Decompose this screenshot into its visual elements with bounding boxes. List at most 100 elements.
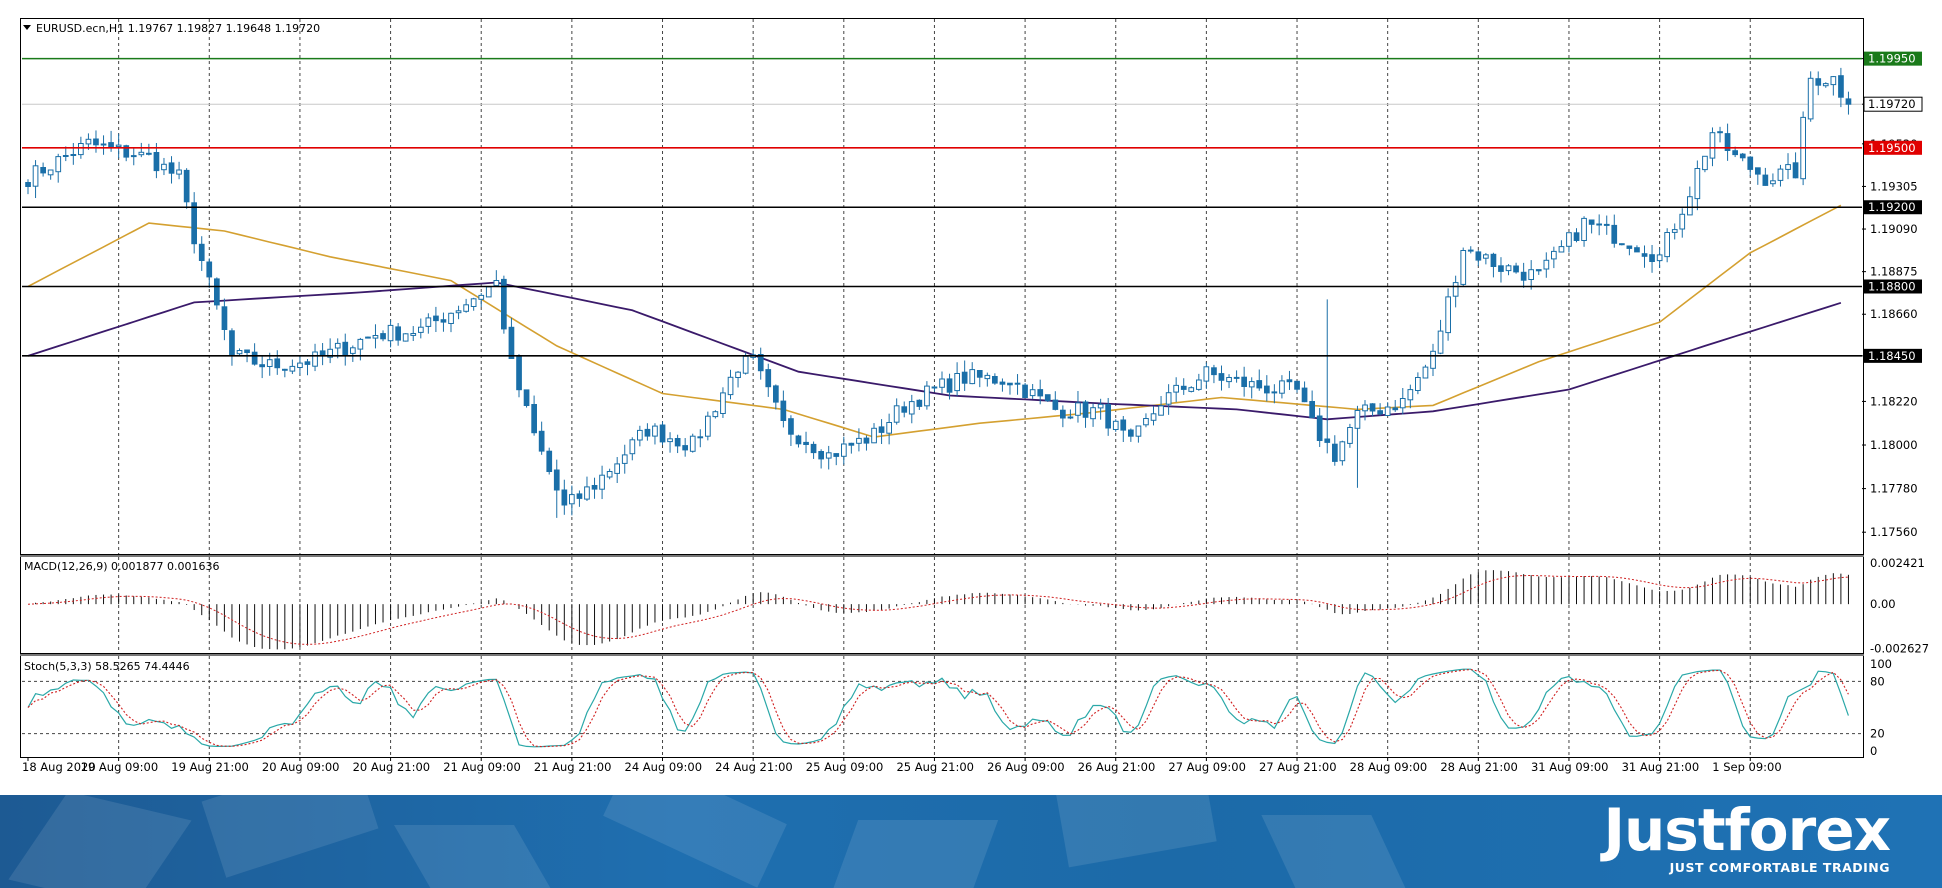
level-tag-label: 1.18450	[1868, 349, 1916, 363]
bear-candle	[501, 278, 507, 330]
bear-candle	[1573, 232, 1580, 242]
bull-candle	[1158, 405, 1164, 416]
x-tick-label: 31 Aug 21:00	[1622, 760, 1700, 774]
bull-candle	[886, 422, 892, 434]
bull-candle	[1830, 76, 1837, 86]
bull-candle	[32, 165, 39, 187]
bull-candle	[984, 374, 991, 380]
bull-candle	[825, 452, 832, 459]
brand-banner	[0, 795, 1942, 888]
stochastic-lines	[22, 668, 1862, 748]
bear-candle	[130, 155, 137, 158]
bear-candle	[1634, 247, 1640, 253]
stoch-main-line	[27, 668, 1849, 748]
level-tag	[1864, 140, 1922, 155]
bear-candle	[516, 356, 522, 391]
macd-histogram	[27, 570, 1849, 650]
bull-candle	[1452, 282, 1459, 297]
bull-candle	[1687, 196, 1693, 216]
bear-candle	[810, 443, 817, 454]
bear-candle	[1724, 133, 1731, 152]
bear-candle	[757, 354, 764, 372]
bull-candle	[871, 427, 877, 444]
bull-candle	[1173, 384, 1180, 393]
bull-candle	[939, 378, 945, 388]
bear-candle	[1037, 389, 1044, 397]
bear-candle	[206, 261, 213, 278]
bear-candle	[1128, 429, 1134, 437]
bull-candle	[297, 362, 303, 369]
bear-candle	[546, 450, 553, 473]
price-pane[interactable]	[20, 18, 1864, 555]
bear-candle	[198, 243, 205, 262]
bull-candle	[893, 405, 900, 423]
bear-candle	[531, 404, 537, 434]
bear-candle	[93, 138, 99, 146]
bear-candle	[1218, 373, 1225, 381]
bear-candle	[1619, 243, 1625, 246]
moving-averages	[27, 204, 1842, 438]
bear-candle	[380, 333, 386, 340]
bull-candle	[1143, 418, 1149, 426]
macd-label: MACD(12,26,9) 0.001877 0.001636	[24, 560, 220, 573]
bear-candle	[773, 385, 779, 403]
x-tick-label: 31 Aug 09:00	[1531, 760, 1609, 774]
bull-candle	[78, 143, 84, 156]
bull-candle	[1770, 180, 1776, 185]
y-tick-label: 1.17780	[1870, 482, 1918, 496]
bull-candle	[1422, 366, 1429, 379]
trading-chart[interactable]: 1.199501.197201.195201.193051.190901.188…	[0, 0, 1942, 795]
bull-candle	[410, 333, 417, 336]
level-tag	[1864, 348, 1922, 363]
price-axis: 1.199501.197201.195201.193051.190901.188…	[1862, 51, 1929, 758]
bear-candle	[433, 315, 439, 322]
bull-candle	[1445, 296, 1452, 334]
bull-candle	[1437, 330, 1444, 354]
bear-candle	[1377, 410, 1384, 415]
bull-candle	[1656, 254, 1663, 262]
bear-candle	[70, 154, 77, 156]
bull-candle	[1558, 246, 1565, 253]
bear-candle	[1611, 224, 1618, 244]
bear-candle	[1324, 438, 1331, 443]
bear-candle	[803, 441, 809, 445]
bear-candle	[931, 386, 938, 389]
horizontal-levels[interactable]	[22, 57, 1862, 357]
bull-candle	[1075, 402, 1081, 416]
bull-candle	[372, 335, 379, 339]
bear-candle	[1060, 409, 1066, 419]
bear-candle	[1392, 407, 1399, 411]
bear-candle	[538, 430, 545, 452]
justforex-logo[interactable]: Justforex JUST COMFORTABLE TRADING	[1603, 798, 1891, 875]
bear-candle	[1014, 382, 1021, 385]
bear-candle	[780, 400, 787, 422]
bear-candle	[1603, 223, 1610, 226]
triangle-down-icon[interactable]	[23, 25, 31, 30]
bull-candle	[1551, 250, 1557, 260]
bull-candle	[1203, 366, 1210, 382]
bull-candle	[1709, 132, 1716, 159]
bear-candle	[848, 442, 855, 446]
bear-candle	[765, 369, 772, 388]
bull-candle	[478, 294, 485, 300]
bear-candle	[508, 326, 515, 359]
bull-candle	[1777, 168, 1784, 181]
bull-candle	[47, 169, 54, 176]
bull-candle	[1566, 232, 1572, 247]
bull-candle	[1233, 376, 1240, 379]
bear-candle	[259, 364, 265, 368]
bear-candle	[123, 145, 130, 158]
bear-candle	[440, 319, 447, 323]
x-tick-label: 21 Aug 21:00	[534, 760, 612, 774]
bear-candle	[146, 152, 152, 155]
bear-candle	[992, 376, 998, 384]
level-tag	[1864, 200, 1922, 215]
x-tick-label: 19 Aug 21:00	[171, 760, 249, 774]
bear-candle	[1256, 380, 1263, 389]
macd-tick-label: 0.00	[1870, 597, 1896, 611]
bear-candle	[221, 306, 228, 330]
y-tick-label: 1.17560	[1870, 525, 1918, 539]
logo-tagline: JUST COMFORTABLE TRADING	[1669, 860, 1890, 875]
bear-candle	[1732, 150, 1739, 156]
bull-candle	[365, 336, 371, 339]
